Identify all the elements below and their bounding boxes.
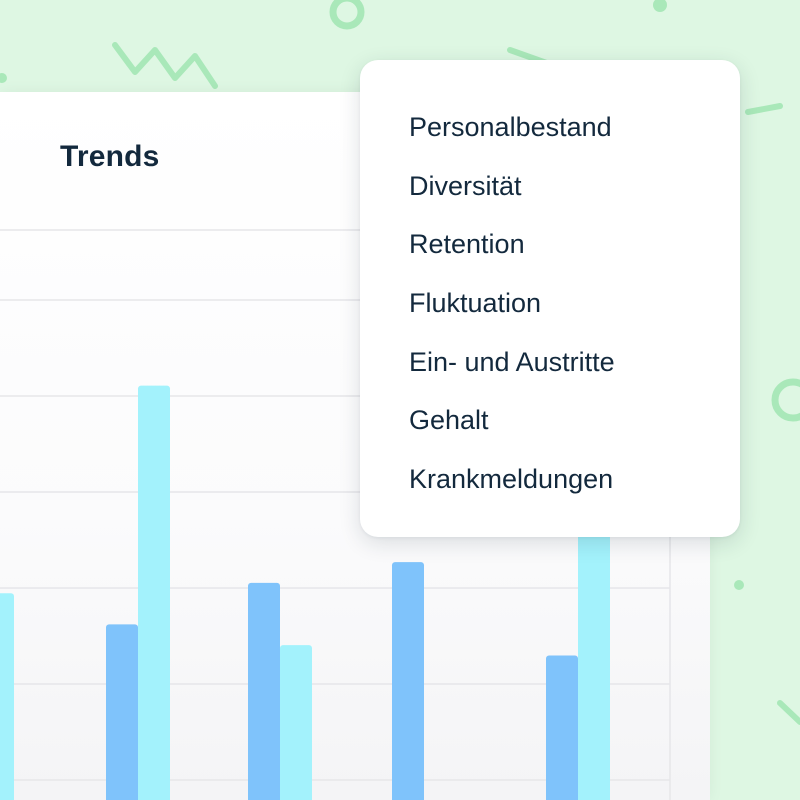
ring-decoration — [329, 0, 365, 30]
chart-bar — [248, 582, 280, 800]
card-title: Trends — [60, 140, 160, 173]
menu-item[interactable]: Diversität — [409, 170, 522, 201]
dot-decoration — [653, 0, 667, 12]
menu-item[interactable]: Personalbestand — [409, 112, 612, 142]
dot-decoration — [0, 73, 7, 83]
menu-list: Personalbestand Diversität Retention Fluktu… — [409, 108, 615, 519]
menu-item[interactable]: Krankmeldungen — [409, 464, 614, 495]
menu-item[interactable]: Gehalt — [409, 405, 489, 436]
dot-decoration — [734, 580, 744, 590]
chart-bar — [280, 645, 312, 800]
chart-bar — [0, 593, 14, 800]
stroke-decoration — [745, 103, 783, 115]
chart-bar — [392, 562, 424, 800]
chart-bar — [106, 624, 138, 800]
trends-bar-chart — [0, 229, 671, 800]
ring-decoration — [771, 378, 800, 422]
metric-dropdown-menu: Personalbestand Diversität Retention Fluktu… — [360, 60, 740, 537]
menu-item[interactable]: Fluktuation — [409, 288, 542, 319]
chart-bar — [546, 655, 578, 800]
zigzag-decoration — [112, 42, 218, 89]
menu-item[interactable]: Ein- und Austritte — [409, 346, 615, 377]
stroke-decoration — [777, 700, 800, 725]
menu-item[interactable]: Retention — [409, 229, 525, 260]
chart-bar — [138, 385, 170, 800]
